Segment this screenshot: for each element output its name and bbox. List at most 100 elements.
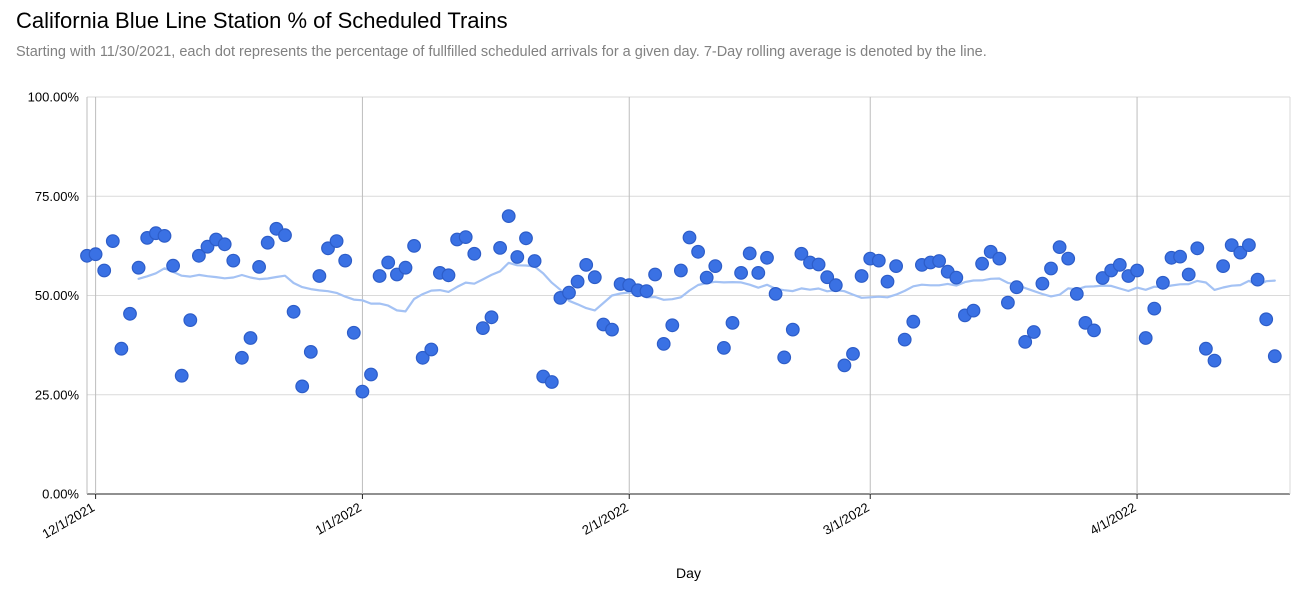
data-point[interactable] bbox=[1087, 323, 1101, 338]
data-point[interactable] bbox=[717, 341, 731, 355]
data-point[interactable] bbox=[346, 325, 361, 340]
data-point[interactable] bbox=[562, 285, 576, 300]
data-point[interactable] bbox=[476, 321, 490, 336]
data-point[interactable] bbox=[1138, 331, 1153, 345]
data-point[interactable] bbox=[191, 248, 206, 263]
data-point[interactable] bbox=[665, 318, 680, 333]
data-point[interactable] bbox=[1078, 316, 1093, 330]
data-point[interactable] bbox=[734, 266, 748, 280]
data-point[interactable] bbox=[381, 255, 396, 270]
data-point[interactable] bbox=[131, 260, 146, 275]
data-point[interactable] bbox=[338, 253, 353, 268]
data-point[interactable] bbox=[639, 284, 654, 299]
data-point[interactable] bbox=[484, 310, 499, 325]
data-point[interactable] bbox=[1198, 341, 1213, 356]
data-point[interactable] bbox=[1052, 240, 1067, 255]
data-point[interactable] bbox=[777, 350, 792, 365]
data-point[interactable] bbox=[407, 238, 422, 253]
data-point[interactable] bbox=[372, 269, 387, 283]
data-point[interactable] bbox=[458, 230, 473, 245]
data-point[interactable] bbox=[871, 253, 886, 268]
data-point[interactable] bbox=[906, 314, 921, 329]
data-point[interactable] bbox=[587, 270, 602, 285]
data-point[interactable] bbox=[785, 322, 800, 337]
data-point[interactable] bbox=[286, 304, 301, 319]
data-point[interactable] bbox=[510, 250, 525, 264]
data-point[interactable] bbox=[467, 246, 482, 261]
data-point[interactable] bbox=[725, 316, 740, 330]
data-point[interactable] bbox=[166, 258, 181, 273]
data-point[interactable] bbox=[1018, 335, 1033, 349]
data-point[interactable] bbox=[897, 332, 912, 347]
data-point[interactable] bbox=[398, 260, 413, 275]
data-point[interactable] bbox=[157, 228, 172, 243]
data-point[interactable] bbox=[355, 384, 370, 399]
data-point[interactable] bbox=[501, 209, 516, 224]
data-point[interactable] bbox=[1250, 272, 1265, 287]
data-point[interactable] bbox=[441, 268, 456, 283]
data-point[interactable] bbox=[226, 253, 241, 268]
data-point[interactable] bbox=[243, 331, 258, 345]
data-point[interactable] bbox=[854, 269, 869, 283]
data-point[interactable] bbox=[889, 259, 903, 274]
data-point[interactable] bbox=[1130, 263, 1144, 278]
data-point[interactable] bbox=[1069, 287, 1084, 301]
data-point[interactable] bbox=[1216, 259, 1230, 274]
data-point[interactable] bbox=[1224, 238, 1239, 253]
data-point[interactable] bbox=[1001, 295, 1015, 310]
data-point[interactable] bbox=[751, 266, 766, 280]
data-point[interactable] bbox=[97, 263, 112, 278]
data-point[interactable] bbox=[519, 231, 533, 246]
data-point[interactable] bbox=[1026, 325, 1041, 339]
data-point[interactable] bbox=[674, 263, 688, 278]
data-point[interactable] bbox=[992, 251, 1007, 266]
data-point[interactable] bbox=[174, 368, 189, 383]
data-point[interactable] bbox=[1233, 245, 1248, 260]
data-point[interactable] bbox=[493, 240, 508, 255]
data-point[interactable] bbox=[837, 358, 852, 373]
data-point[interactable] bbox=[1147, 301, 1162, 316]
data-point[interactable] bbox=[570, 274, 585, 289]
data-point[interactable] bbox=[880, 274, 895, 289]
data-point[interactable] bbox=[579, 258, 594, 272]
data-point[interactable] bbox=[1190, 241, 1205, 256]
data-point[interactable] bbox=[1259, 312, 1274, 327]
data-point[interactable] bbox=[682, 230, 697, 245]
data-point[interactable] bbox=[527, 254, 542, 268]
data-point[interactable] bbox=[828, 278, 843, 293]
data-point[interactable] bbox=[278, 228, 292, 243]
data-point[interactable] bbox=[303, 345, 318, 359]
data-point[interactable] bbox=[252, 260, 267, 274]
data-point[interactable] bbox=[1207, 353, 1222, 368]
data-point[interactable] bbox=[295, 379, 310, 394]
data-point[interactable] bbox=[88, 247, 103, 262]
data-point[interactable] bbox=[1044, 261, 1058, 276]
data-point[interactable] bbox=[234, 350, 249, 365]
data-point[interactable] bbox=[1095, 271, 1110, 285]
data-point[interactable] bbox=[846, 347, 860, 361]
data-point[interactable] bbox=[415, 350, 430, 365]
data-point[interactable] bbox=[1061, 251, 1076, 266]
data-point[interactable] bbox=[708, 259, 723, 274]
data-point[interactable] bbox=[1155, 275, 1170, 290]
data-point[interactable] bbox=[691, 244, 705, 259]
data-point[interactable] bbox=[424, 342, 439, 357]
data-point[interactable] bbox=[260, 235, 275, 250]
data-point[interactable] bbox=[1035, 276, 1050, 291]
data-point[interactable] bbox=[699, 270, 714, 285]
data-point[interactable] bbox=[544, 375, 559, 389]
data-point[interactable] bbox=[114, 341, 129, 356]
data-point[interactable] bbox=[329, 234, 344, 249]
data-point[interactable] bbox=[949, 270, 964, 285]
data-point[interactable] bbox=[1112, 258, 1127, 272]
data-point[interactable] bbox=[648, 267, 662, 282]
data-point[interactable] bbox=[123, 306, 137, 321]
data-point[interactable] bbox=[760, 250, 774, 265]
data-point[interactable] bbox=[794, 246, 809, 261]
data-point[interactable] bbox=[183, 313, 198, 328]
data-point[interactable] bbox=[742, 246, 757, 261]
data-point[interactable] bbox=[1241, 238, 1256, 253]
data-point[interactable] bbox=[105, 234, 120, 249]
data-point[interactable] bbox=[811, 257, 826, 272]
data-point[interactable] bbox=[217, 237, 232, 252]
